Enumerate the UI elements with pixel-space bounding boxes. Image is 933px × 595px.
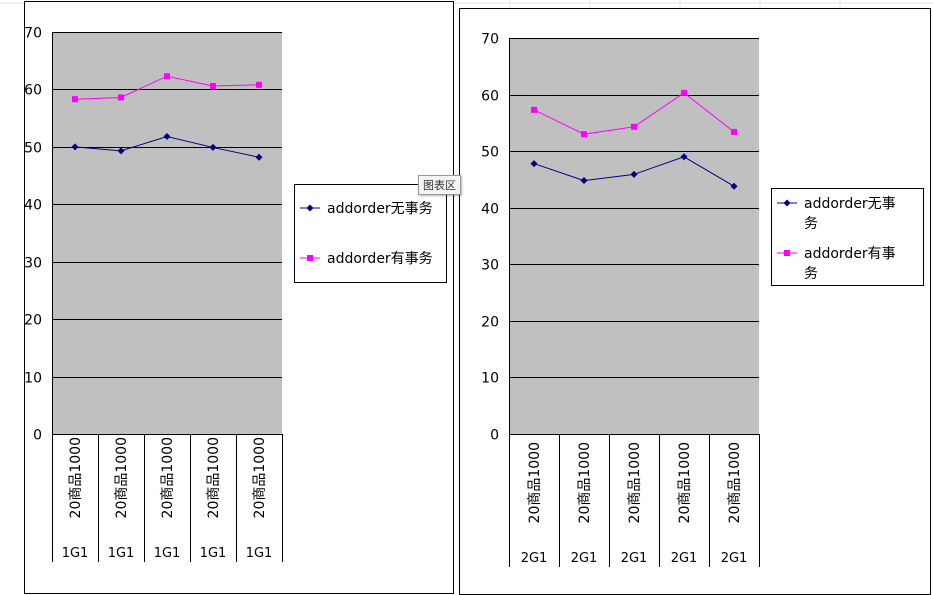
x-tick-label: 20商品1000 xyxy=(727,442,743,523)
x-group-label: 1G1 xyxy=(246,546,273,561)
data-point-diamond xyxy=(680,153,688,161)
x-group-label: 2G1 xyxy=(571,551,598,566)
y-tick-label: 30 xyxy=(481,258,499,274)
y-tick-label: 20 xyxy=(24,313,42,329)
data-point-square xyxy=(164,73,170,80)
y-tick-label: 0 xyxy=(490,428,499,444)
legend-marker-square xyxy=(307,255,313,261)
data-point-square xyxy=(210,82,216,89)
data-point-diamond xyxy=(117,147,125,155)
x-group-label: 2G1 xyxy=(621,551,648,566)
y-tick-label: 10 xyxy=(481,371,499,387)
y-tick-label: 50 xyxy=(24,141,42,157)
y-tick-label: 30 xyxy=(24,256,42,272)
data-point-square xyxy=(256,81,262,88)
x-group-label: 1G1 xyxy=(108,546,135,561)
data-point-diamond xyxy=(630,170,638,178)
x-group-label: 1G1 xyxy=(200,546,227,561)
legend-label: addorder无事务 xyxy=(327,201,433,217)
legend-marker-square xyxy=(784,250,790,256)
x-group-label: 2G1 xyxy=(521,551,548,566)
data-point-diamond xyxy=(71,143,79,151)
x-tick-label: 20商品1000 xyxy=(160,437,176,518)
data-point-diamond xyxy=(209,143,217,151)
data-point-diamond xyxy=(580,177,588,185)
x-tick-label: 20商品1000 xyxy=(577,442,593,523)
y-tick-label: 20 xyxy=(481,315,499,331)
legend-label: addorder有事务 xyxy=(804,246,896,282)
y-tick-label: 60 xyxy=(481,89,499,105)
legend-label: addorder无事务 xyxy=(804,196,896,232)
y-tick-label: 70 xyxy=(24,26,42,42)
y-tick-label: 60 xyxy=(24,83,42,99)
y-tick-label: 70 xyxy=(481,32,499,48)
chart-2: 0 10 20 30 40 50 60 70 20商品1000 2G1 20商品1000 2G1 20商… xyxy=(459,8,931,595)
x-tick-label: 20商品1000 xyxy=(68,437,84,518)
x-group-label: 1G1 xyxy=(154,546,181,561)
data-point-diamond xyxy=(163,133,171,141)
y-tick-label: 50 xyxy=(481,145,499,161)
data-point-square xyxy=(681,89,687,96)
x-tick-label: 20商品1000 xyxy=(677,442,693,523)
chart-1: 0 10 20 30 40 50 60 70 20商品1000 1G1 20商品1000 1G1 20商… xyxy=(24,1,454,594)
y-tick-label: 40 xyxy=(481,202,499,218)
x-tick-label: 20商品1000 xyxy=(206,437,222,518)
plot-area xyxy=(52,32,282,434)
legend-label: addorder有事务 xyxy=(327,251,433,267)
x-tick-label: 20商品1000 xyxy=(114,437,130,518)
y-tick-label: 40 xyxy=(24,198,42,214)
x-tick-label: 20商品1000 xyxy=(627,442,643,523)
y-tick-label: 0 xyxy=(33,428,42,444)
data-point-diamond xyxy=(730,182,738,190)
chart-area-tooltip: 图表区 xyxy=(418,175,461,195)
x-tick-label: 20商品1000 xyxy=(252,437,268,518)
legend-box xyxy=(294,184,447,283)
data-point-square xyxy=(72,96,78,103)
x-group-label: 2G1 xyxy=(721,551,748,566)
legend-marker-diamond xyxy=(306,204,314,212)
data-point-diamond xyxy=(255,153,263,161)
data-point-square xyxy=(531,106,537,113)
legend-box xyxy=(771,188,924,286)
x-group-label: 1G1 xyxy=(62,546,89,561)
legend-marker-diamond xyxy=(783,199,791,207)
plot-area xyxy=(509,38,759,434)
x-group-label: 2G1 xyxy=(671,551,698,566)
y-tick-label: 10 xyxy=(24,371,42,387)
data-point-diamond xyxy=(530,160,538,168)
data-point-square xyxy=(631,123,637,130)
data-point-square xyxy=(118,94,124,101)
x-tick-label: 20商品1000 xyxy=(527,442,543,523)
data-point-square xyxy=(731,128,737,135)
data-point-square xyxy=(581,131,587,138)
